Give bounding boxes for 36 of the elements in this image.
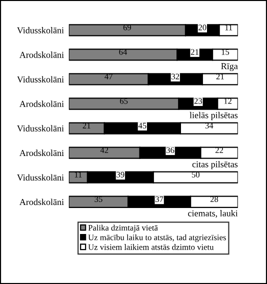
annotation: ciemats, lauki xyxy=(188,210,238,218)
data-label: 36 xyxy=(166,147,174,153)
data-label: 45 xyxy=(138,122,146,128)
legend-label: Uz visiem laikiem atstās dzimto vietu xyxy=(88,244,214,250)
y-tick-label: Arodskolāni xyxy=(19,100,64,107)
annotation: lielās pilsētas xyxy=(190,112,238,120)
y-tick-label: Vidusskolāni xyxy=(17,27,64,34)
data-label: 22 xyxy=(216,147,224,153)
data-label: 50 xyxy=(192,172,200,178)
y-tick-label: Arodskolāni xyxy=(19,198,64,206)
data-label: 23 xyxy=(194,98,202,104)
data-label: 20 xyxy=(198,24,206,30)
data-label: 34 xyxy=(205,122,214,128)
data-label: 11 xyxy=(225,24,232,30)
annotation: Rīga xyxy=(221,63,238,72)
data-label: 11 xyxy=(74,172,82,178)
y-tick-label: Vidusskolāni xyxy=(17,125,64,132)
y-tick-label: Vidusskolāni xyxy=(17,76,64,82)
data-label: 32 xyxy=(172,74,180,80)
data-label: 28 xyxy=(210,196,218,202)
data-label: 64 xyxy=(119,49,128,55)
data-label: 21 xyxy=(191,49,198,55)
y-tick-label: Arodskolāni xyxy=(19,150,64,156)
data-label: 21 xyxy=(216,74,224,80)
data-label: 39 xyxy=(116,172,124,178)
legend-label: Palika dzimtajā vietā xyxy=(88,224,158,232)
data-label: 12 xyxy=(224,98,232,104)
legend-label: Uz mācību laiku to atstās, tad atgriezīsies xyxy=(88,234,226,242)
data-label: 65 xyxy=(120,98,128,104)
annotation: citas pilsētas xyxy=(192,160,238,170)
data-label: 21 xyxy=(82,122,90,128)
data-label: 35 xyxy=(94,196,102,202)
y-tick-label: Arodskolāni xyxy=(19,52,64,58)
data-label: 42 xyxy=(100,147,108,153)
data-label: 37 xyxy=(156,196,164,202)
y-tick-label: Vidusskolāni xyxy=(17,174,64,181)
